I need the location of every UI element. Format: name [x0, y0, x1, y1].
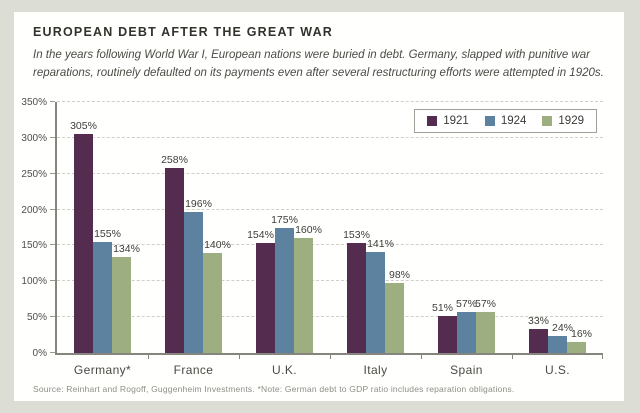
bar-group-france: 258% 196% 140% [148, 102, 239, 353]
x-axis-line [55, 353, 603, 355]
y-axis-line [55, 102, 57, 353]
y-axis-tick [50, 136, 55, 138]
bar-1924-germany [93, 241, 112, 353]
source-note: Source: Reinhart and Rogoff, Guggenheim … [33, 384, 515, 394]
bar-value-label: 134% [113, 242, 140, 255]
bar-1929-uk [294, 238, 313, 353]
chart-title: EUROPEAN DEBT AFTER THE GREAT WAR [33, 25, 334, 39]
chart-subtitle: In the years following World War I, Euro… [33, 46, 608, 82]
bar-value-label: 196% [185, 198, 212, 211]
legend-item-1924: 1924 [484, 115, 527, 127]
bar-1929-italy [385, 282, 404, 353]
bar-1921-italy [347, 243, 366, 353]
bar-value-label: 175% [271, 213, 298, 226]
x-axis-tick [148, 353, 149, 359]
y-axis-label: 250% [21, 168, 47, 180]
x-axis-label: Germany* [73, 363, 132, 377]
bar-1924-france [184, 212, 203, 353]
bar-1921-germany [74, 134, 93, 353]
y-axis-label: 200% [21, 204, 47, 216]
bar-value-label: 154% [247, 228, 274, 241]
gridline [57, 280, 603, 282]
y-axis-label: 350% [21, 97, 47, 108]
x-axis-label: Spain [450, 363, 483, 377]
y-axis-tick [50, 316, 55, 318]
legend-label: 1921 [443, 115, 469, 127]
x-axis-tick [239, 353, 240, 359]
bar-value-label: 140% [204, 238, 231, 251]
bar-value-label: 24% [551, 321, 574, 334]
y-axis-tick [50, 101, 55, 102]
x-axis-labels: Germany* France U.K. Italy Spain U.S. [57, 363, 603, 377]
bar-1921-uk [256, 242, 275, 353]
bar-1929-us [567, 341, 586, 353]
bar-value-label: 155% [94, 227, 121, 240]
y-axis-label: 150% [21, 240, 47, 252]
legend-swatch-icon [427, 116, 438, 126]
x-axis-label: U.K. [272, 363, 297, 377]
bar-value-label: 153% [343, 229, 370, 242]
bar-1929-france [203, 252, 222, 353]
x-axis-tick [421, 353, 422, 359]
bar-1924-italy [366, 251, 385, 353]
bar-1921-france [165, 167, 184, 353]
legend-label: 1924 [500, 115, 527, 127]
y-axis-label: 300% [21, 132, 47, 144]
bar-value-label: 33% [527, 315, 550, 328]
bar-group-germany: 305% 155% 134% [57, 102, 148, 353]
legend-swatch-icon [484, 116, 495, 126]
x-axis-label: France [173, 363, 214, 377]
y-axis-label: 100% [21, 276, 47, 288]
bar-1921-us [529, 329, 548, 353]
legend-label: 1929 [558, 115, 584, 127]
bar-group-uk: 154% 175% 160% [239, 102, 330, 353]
y-axis-tick [50, 244, 55, 246]
bar-1924-spain [457, 312, 476, 353]
bar-1921-spain [438, 316, 457, 353]
y-axis-tick [50, 352, 55, 353]
bar-1924-uk [275, 227, 294, 353]
x-axis-label: U.S. [545, 363, 570, 377]
gridline [57, 136, 603, 138]
y-axis-tick [50, 208, 55, 210]
bar-group-italy: 153% 141% 98% [330, 102, 421, 353]
bar-value-label: 141% [367, 237, 394, 250]
legend: 1921 1924 1929 [414, 109, 597, 133]
gridline [57, 172, 603, 174]
bar-value-label: 160% [295, 224, 322, 237]
bar-1929-spain [476, 312, 495, 353]
bar-group-spain: 51% 57% 57% [421, 102, 512, 353]
bar-value-label: 51% [431, 302, 454, 315]
gridline [57, 101, 603, 102]
bar-value-label: 98% [388, 268, 411, 281]
y-axis-label: 50% [26, 312, 47, 324]
bar-1929-germany [112, 256, 131, 353]
y-axis-tick [50, 280, 55, 282]
bar-value-label: 57% [455, 298, 478, 311]
bar-group-us: 33% 24% 16% [512, 102, 603, 353]
x-axis-tick [602, 353, 603, 359]
bar-value-label: 305% [70, 120, 97, 133]
legend-swatch-icon [542, 116, 553, 126]
legend-item-1929: 1929 [542, 115, 584, 127]
x-axis-tick [512, 353, 513, 359]
y-axis-tick [50, 172, 55, 174]
bar-1924-us [548, 335, 567, 353]
chart-card: EUROPEAN DEBT AFTER THE GREAT WAR In the… [14, 12, 624, 401]
gridline [57, 208, 603, 210]
chart-subtitle-line-2: reparations, routinely defaulted on its … [33, 67, 604, 79]
x-axis-tick [330, 353, 331, 359]
gridline [57, 316, 603, 318]
bar-value-label: 258% [161, 153, 188, 166]
chart-subtitle-line-1: In the years following World War I, Euro… [33, 49, 590, 61]
gridline [57, 244, 603, 246]
legend-item-1921: 1921 [427, 115, 469, 127]
bar-value-label: 57% [474, 298, 497, 311]
plot-area: 1921 1924 1929 Germany* France U.K. Italy Spai… [21, 97, 603, 377]
x-axis-label: Italy [363, 363, 388, 377]
y-axis-label: 0% [32, 348, 47, 359]
bar-value-label: 16% [570, 327, 593, 340]
